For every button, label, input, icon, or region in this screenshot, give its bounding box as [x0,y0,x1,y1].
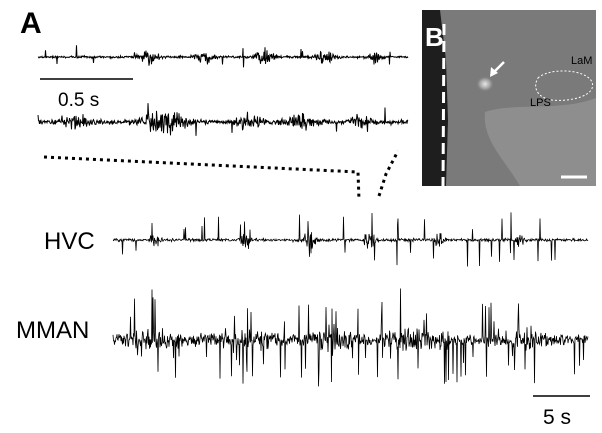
panel-a-letter: A [20,7,42,40]
tissue-region [484,98,596,186]
raw-trace-1 [37,45,409,68]
label-lam: LaM [571,55,592,67]
scale-label-5s: 5 s [543,406,571,429]
lam-outline [535,70,593,101]
scale-label-0-5s: 0.5 s [58,90,99,111]
mman-trace [112,288,589,387]
raw-trace-2 [37,103,409,136]
panel-b-letter: B [425,22,444,52]
label-lps: LPS [530,97,551,109]
panel-b-micrograph: B LaM LPS [422,10,596,187]
trace-label-mman: MMAN [16,317,89,344]
electrode-track-line [441,23,446,187]
zoom-indicator-lines [43,150,400,201]
bright-spot [476,76,494,92]
arrow-head-icon [490,67,498,77]
tissue-left-edge [422,10,448,186]
hvc-trace [112,212,589,267]
trace-label-hvc: HVC [44,228,95,255]
